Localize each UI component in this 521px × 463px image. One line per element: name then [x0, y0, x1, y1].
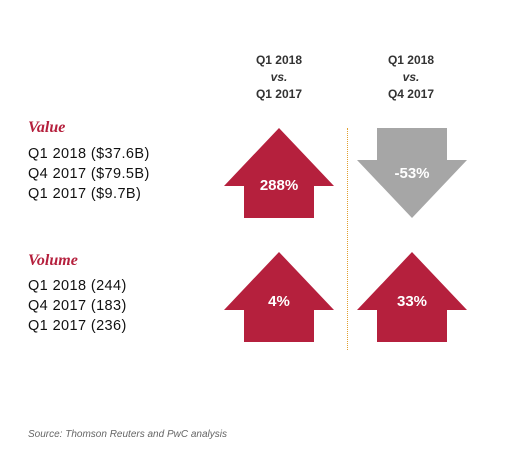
column-header-vs: vs.: [402, 70, 420, 84]
column-header-line: Q1 2018: [255, 53, 303, 67]
volume-section-title: Volume: [28, 252, 78, 269]
up-arrow-icon: 4%: [224, 252, 334, 342]
value-list-item: Q1 2018 ($37.6B): [28, 146, 150, 162]
arrow-label: 33%: [397, 293, 427, 310]
column-header-q1-2018-vs-q4-2017: Q1 2018 vs. Q4 2017: [366, 52, 456, 103]
value-yoy-up-arrow: 288%: [224, 128, 334, 218]
column-header-line: Q1 2018: [387, 53, 435, 67]
source-note: Source: Thomson Reuters and PwC analysis: [28, 429, 227, 440]
volume-qoq-up-arrow: 33%: [357, 252, 467, 342]
down-arrow-icon: -53%: [357, 128, 467, 218]
column-divider: [347, 128, 348, 350]
value-section-title: Value: [28, 119, 66, 136]
volume-list-item: Q1 2017 (236): [28, 318, 127, 334]
value-list: Q1 2018 ($37.6B) Q4 2017 ($79.5B) Q1 201…: [28, 144, 150, 204]
column-header-q1-2018-vs-q1-2017: Q1 2018 vs. Q1 2017: [234, 52, 324, 103]
arrow-label: -53%: [394, 165, 429, 182]
arrow-shape: [357, 252, 467, 342]
value-qoq-down-arrow: -53%: [357, 128, 467, 218]
volume-yoy-up-arrow: 4%: [224, 252, 334, 342]
arrow-label: 4%: [268, 293, 290, 310]
volume-list-item: Q1 2018 (244): [28, 278, 127, 294]
value-list-item: Q4 2017 ($79.5B): [28, 166, 150, 182]
arrow-shape: [357, 128, 467, 218]
column-header-vs: vs.: [270, 70, 288, 84]
arrow-label: 288%: [260, 177, 298, 194]
column-header-line: Q4 2017: [387, 87, 435, 101]
column-header-line: Q1 2017: [255, 87, 303, 101]
arrow-shape: [224, 128, 334, 218]
volume-list-item: Q4 2017 (183): [28, 298, 127, 314]
up-arrow-icon: 33%: [357, 252, 467, 342]
value-list-item: Q1 2017 ($9.7B): [28, 186, 142, 202]
up-arrow-icon: 288%: [224, 128, 334, 218]
arrow-shape: [224, 252, 334, 342]
volume-list: Q1 2018 (244) Q4 2017 (183) Q1 2017 (236…: [28, 276, 127, 336]
